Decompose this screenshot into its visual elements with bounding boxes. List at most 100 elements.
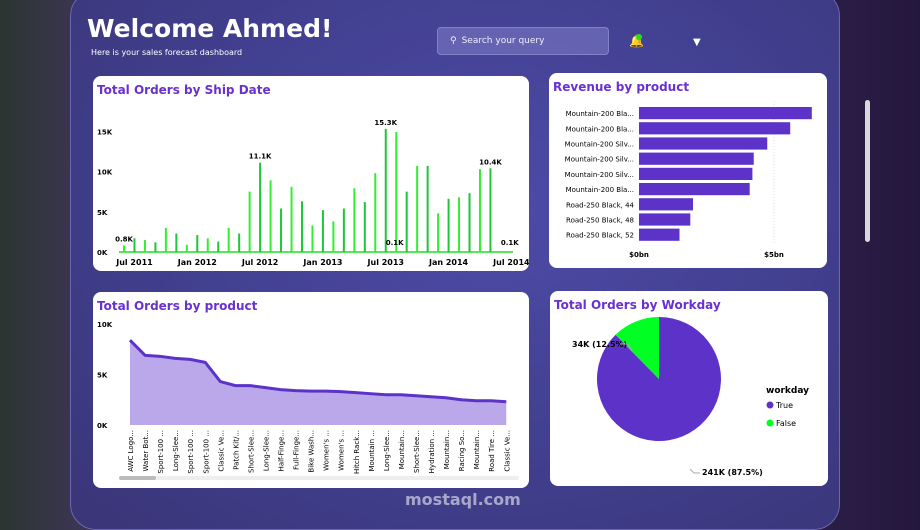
data-label: 34K (12.5%) — [572, 340, 627, 349]
area — [130, 340, 506, 425]
legend-label: True — [775, 401, 793, 410]
data-label: 15.3K — [374, 119, 397, 127]
bar — [343, 209, 345, 252]
x-tick: Sport-100 ... — [187, 430, 195, 474]
bar — [301, 201, 303, 252]
data-label: 0.1K — [501, 239, 519, 247]
x-tick: Jan 2013 — [302, 258, 342, 267]
legend-marker — [767, 420, 774, 427]
chart-title: Total Orders by product — [97, 299, 257, 313]
workday-card: Total Orders by Workday 34K (12.5%) 241K … — [550, 291, 828, 486]
y-tick: Mountain-200 Bla... — [566, 186, 634, 194]
x-tick: Jul 2014 — [492, 258, 529, 267]
x-tick: Long-Slee... — [383, 430, 391, 471]
orders-product-card: Total Orders by product 0K 5K 10K AWC Logo.… — [93, 292, 529, 488]
bar — [353, 188, 355, 252]
bar — [291, 187, 293, 252]
data-label: 241K (87.5%) — [702, 468, 763, 477]
x-tick: Bike Wash... — [308, 430, 316, 473]
y-tick: Mountain-200 Silv... — [565, 141, 634, 149]
bar — [238, 233, 240, 252]
bar — [270, 180, 272, 252]
y-tick: Road-250 Black, 48 — [566, 217, 634, 225]
bar — [144, 240, 146, 252]
bar — [280, 209, 282, 252]
bar — [196, 235, 198, 252]
scroll-track — [119, 476, 519, 480]
x-tick: $5bn — [764, 251, 784, 259]
bar — [416, 166, 418, 252]
x-tick: Racing So... — [458, 430, 466, 471]
bar — [406, 192, 408, 252]
data-label: 10.4K — [479, 158, 502, 166]
search-icon: ⚲ — [450, 36, 457, 46]
bar — [249, 192, 251, 252]
y-tick: 0K — [97, 422, 108, 430]
y-tick: 10K — [97, 321, 113, 329]
y-tick: Mountain-200 Silv... — [565, 171, 634, 179]
notification-badge — [636, 34, 642, 40]
data-label: 0.1K — [386, 239, 404, 247]
x-tick: AWC Logo... — [127, 430, 135, 472]
bar — [374, 173, 376, 252]
bar — [489, 168, 491, 252]
chart-title: Total Orders by Ship Date — [97, 83, 271, 97]
x-tick: Jan 2014 — [428, 258, 469, 267]
x-tick: Hitch Rack... — [353, 430, 361, 474]
data-label: 0.8K — [115, 236, 133, 244]
bar — [133, 238, 135, 252]
bar — [639, 122, 790, 134]
bar — [395, 132, 397, 252]
bar — [311, 225, 313, 252]
bar — [639, 107, 812, 119]
bar — [175, 233, 177, 252]
x-tick: Classic Ve... — [217, 430, 225, 472]
bar — [639, 198, 693, 210]
x-tick: Mountain... — [443, 430, 451, 469]
legend-marker — [767, 402, 774, 409]
bar — [217, 242, 219, 252]
chart-title: Total Orders by Workday — [554, 298, 721, 312]
data-label: 11.1K — [249, 153, 272, 161]
bar — [427, 166, 429, 252]
y-tick: Mountain-200 Silv... — [565, 156, 634, 164]
x-tick: Hydration ... — [428, 430, 436, 473]
x-tick: $0bn — [629, 251, 649, 259]
bar — [154, 242, 156, 252]
y-tick: Mountain-200 Bla... — [566, 110, 634, 118]
bar — [639, 183, 750, 195]
y-tick: Road-250 Black, 44 — [566, 201, 635, 209]
x-tick: Short-Slee... — [247, 430, 255, 473]
x-tick: Jul 2013 — [367, 258, 404, 267]
y-tick: 10K — [97, 169, 113, 177]
x-tick: Mountain... — [473, 430, 481, 469]
bar — [458, 197, 460, 252]
legend-title: workday — [766, 386, 809, 396]
x-tick: Women's ... — [338, 430, 346, 471]
y-tick: Mountain-200 Bla... — [566, 125, 634, 133]
bar — [228, 228, 230, 252]
x-tick: Long-Slee... — [172, 430, 180, 471]
bar — [385, 129, 387, 252]
bar — [639, 168, 752, 180]
y-tick: 5K — [97, 372, 108, 380]
revenue-card: Revenue by product Mountain-200 Bla...Mo… — [549, 73, 827, 268]
page-title: Welcome Ahmed! — [87, 14, 332, 43]
bar — [207, 238, 209, 252]
search-placeholder: Search your query — [462, 36, 545, 46]
x-tick: Jul 2012 — [241, 258, 278, 267]
search-input[interactable]: ⚲ Search your query — [437, 27, 609, 55]
bar — [639, 213, 690, 225]
bar — [186, 245, 188, 252]
bar — [332, 221, 334, 252]
x-tick: Mountain ... — [368, 430, 376, 472]
caret-down-icon[interactable]: ▼ — [693, 37, 701, 48]
scroll-thumb[interactable] — [119, 476, 156, 480]
bar — [479, 169, 481, 252]
x-tick: Jul 2011 — [115, 258, 153, 267]
x-tick: Jan 2012 — [177, 258, 217, 267]
page-scrollbar[interactable] — [865, 100, 870, 242]
bar — [123, 246, 125, 252]
y-tick: 0K — [97, 249, 108, 257]
